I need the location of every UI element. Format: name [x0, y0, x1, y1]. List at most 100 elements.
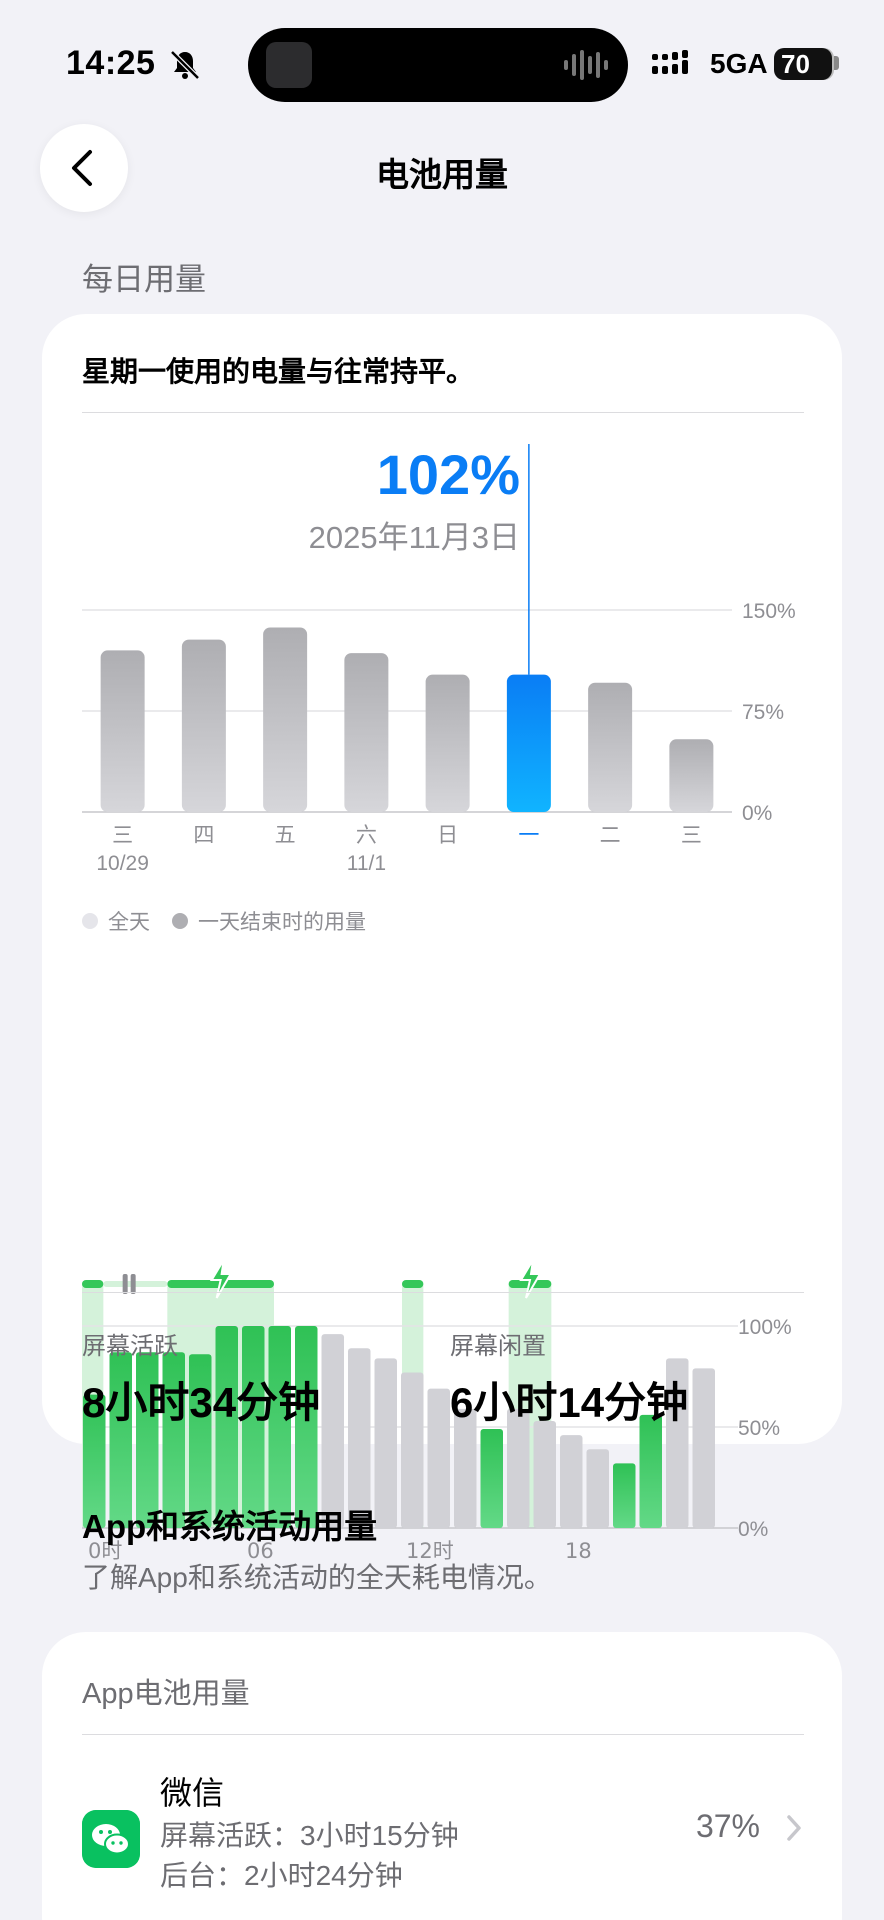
pause-icon	[130, 1274, 136, 1294]
battery-tip	[834, 56, 839, 70]
y-tick-label: 0%	[742, 802, 772, 825]
hour-bar-idle	[454, 1408, 477, 1528]
selected-day-date: 2025年11月3日	[308, 520, 520, 555]
hour-bar-active	[136, 1352, 159, 1528]
bell-slash-icon	[170, 50, 200, 80]
app-row-wechat[interactable]: 微信 屏幕活跃：3小时15分钟 后台：2小时24分钟 37%	[42, 1768, 842, 1920]
screen-active-value: 8小时34分钟	[82, 1379, 321, 1426]
daily-usage-chart[interactable]: 0% 75% 150% 三 10/29 四 五 六 11/1 日 一 二 三	[42, 314, 842, 894]
hourly-battery-chart[interactable]: 100% 50% 0% 0时 06 12时 18	[42, 954, 842, 1574]
charging-bolt-icon	[209, 1259, 233, 1299]
page-title: 电池用量	[376, 156, 508, 193]
x-tick-label: 三	[112, 823, 133, 847]
app-activity-subtitle: 了解App和系统活动的全天耗电情况。	[82, 1562, 552, 1593]
back-button[interactable]	[40, 124, 128, 212]
chevron-right-icon	[787, 1815, 801, 1841]
bar	[100, 650, 145, 812]
network-type: 5GA	[710, 48, 768, 79]
legend-dot-all-day	[82, 913, 98, 929]
chevron-left-icon	[72, 150, 92, 186]
hour-bar-idle	[692, 1368, 715, 1528]
hour-bar-idle	[321, 1334, 344, 1528]
wechat-icon	[82, 1810, 140, 1868]
hour-bar-active	[268, 1326, 291, 1528]
hour-bar-idle	[533, 1420, 556, 1528]
hour-bar-idle	[427, 1388, 450, 1528]
hour-bar-idle	[560, 1435, 583, 1528]
x-tick-label: 六	[356, 823, 377, 847]
x-tick-sublabel: 10/29	[96, 852, 149, 875]
x-tick-label: 四	[193, 823, 214, 847]
bar	[181, 639, 226, 812]
album-art-thumbnail	[266, 42, 312, 88]
hour-bar-active	[83, 1394, 106, 1528]
app-activity-heading: App和系统活动用量	[82, 1508, 378, 1545]
app-battery-card: App电池用量 微信 屏幕活跃：3小时15分钟 后台：2小时24分钟 37%	[42, 1632, 842, 1920]
charging-bolt-icon	[519, 1259, 542, 1299]
legend-label-end-of-day: 一天结束时的用量	[198, 911, 366, 934]
x-tick-label: 五	[275, 823, 296, 847]
app-battery-title: App电池用量	[82, 1678, 250, 1710]
screen-active-label: 屏幕活跃	[82, 1333, 178, 1360]
hour-bar-active	[109, 1352, 132, 1528]
hour-bar-idle	[507, 1408, 530, 1528]
app-percent: 37%	[695, 1808, 760, 1844]
divider	[82, 412, 804, 413]
y-tick-label: 150%	[742, 600, 796, 623]
daily-usage-card: 星期一使用的电量与往常持平。 102% 2025年11月3日 0% 75% 150%…	[42, 314, 842, 1563]
bar	[425, 674, 470, 812]
x-tick-label: 二	[600, 823, 621, 847]
waveform-icon	[564, 50, 608, 80]
divider	[82, 1734, 804, 1735]
charging-indicator	[402, 1280, 424, 1288]
signal-icon	[652, 50, 688, 74]
hour-bar-active	[480, 1429, 503, 1528]
bar-selected	[506, 674, 551, 812]
x-tick-label: 三	[681, 823, 702, 847]
screen-idle-value: 6小时14分钟	[450, 1379, 689, 1426]
hour-bar-idle	[374, 1358, 397, 1528]
hour-bar-active	[162, 1352, 185, 1528]
selected-day-percent: 102%	[376, 443, 520, 506]
y-tick-label: 50%	[738, 1417, 780, 1440]
status-time: 14:25	[66, 44, 156, 82]
x-tick-label: 12时	[406, 1539, 454, 1563]
pause-icon	[122, 1274, 128, 1294]
x-tick-label: 日	[437, 823, 458, 847]
legend-item-end-of-day: 一天结束时的用量	[172, 906, 366, 936]
bar	[344, 653, 389, 812]
legend-dot-end-of-day	[172, 913, 188, 929]
battery-icon: 70	[774, 48, 832, 80]
hour-bar-active	[242, 1326, 265, 1528]
y-tick-label: 75%	[742, 701, 784, 724]
screen-idle-stat: 屏幕闲置 6小时14分钟	[450, 1326, 688, 1430]
screen-idle-label: 屏幕闲置	[450, 1333, 546, 1360]
hour-bar-idle	[666, 1358, 689, 1528]
x-tick-label: 0时	[88, 1539, 122, 1563]
charging-indicator	[82, 1280, 104, 1288]
chart-legend: 全天 一天结束时的用量	[82, 906, 388, 936]
status-bar: 14:25 5GA 70	[0, 0, 884, 120]
hour-bar-active	[295, 1326, 318, 1528]
bar	[669, 739, 714, 812]
dynamic-island[interactable]	[248, 28, 628, 102]
screen-active-stat: 屏幕活跃 8小时34分钟	[82, 1326, 320, 1430]
hour-bar-active	[613, 1463, 636, 1528]
daily-usage-label: 每日用量	[82, 262, 206, 297]
hour-bar-idle	[401, 1372, 424, 1528]
daily-summary: 星期一使用的电量与往常持平。	[82, 356, 475, 387]
bar	[263, 627, 308, 812]
hour-bar-idle	[586, 1449, 609, 1528]
legend-item-all-day: 全天	[82, 906, 150, 936]
app-background: 后台：2小时24分钟	[160, 1860, 403, 1891]
x-tick-label: 一	[518, 823, 539, 847]
legend-label-all-day: 全天	[108, 911, 150, 934]
x-tick-label: 06	[247, 1539, 274, 1563]
bar	[588, 682, 633, 812]
y-tick-label: 100%	[738, 1316, 792, 1339]
divider	[82, 1292, 804, 1293]
hour-bar-active	[189, 1354, 212, 1528]
hour-bar-active	[639, 1414, 662, 1528]
hour-bar-active	[215, 1326, 238, 1528]
app-name: 微信	[160, 1775, 225, 1811]
